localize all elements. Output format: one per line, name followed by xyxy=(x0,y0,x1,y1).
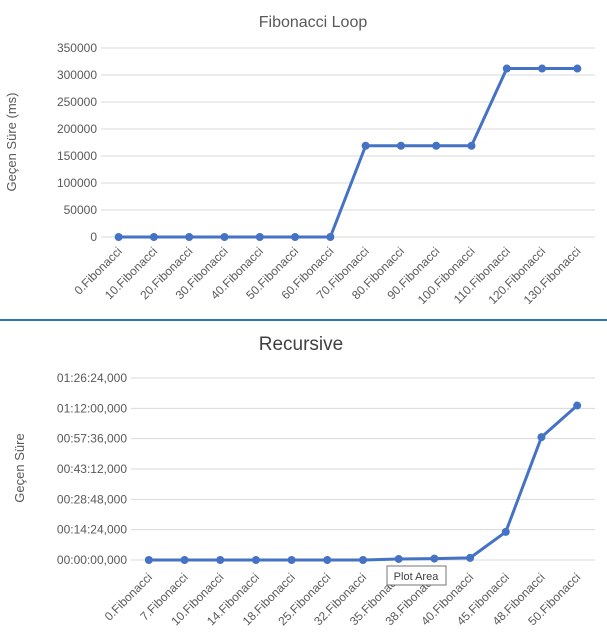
chart1-y-axis-label: Geçen Süre (ms) xyxy=(4,93,19,192)
y-tick-label: 50000 xyxy=(64,203,98,217)
data-point[interactable] xyxy=(180,556,189,564)
fibonacci-loop-chart[interactable]: Fibonacci Loop Geçen Süre (ms) 0 50000 100… xyxy=(4,14,595,307)
data-point[interactable] xyxy=(394,554,403,563)
data-point[interactable] xyxy=(502,64,511,73)
data-point[interactable] xyxy=(287,556,296,564)
y-tick-label: 00:00:00,000 xyxy=(57,553,127,567)
y-tick-label: 00:43:12,000 xyxy=(57,462,127,476)
y-tick-label: 100000 xyxy=(57,176,97,190)
y-tick-label: 0 xyxy=(90,230,97,244)
y-tick-label: 250000 xyxy=(57,95,97,109)
y-tick-label: 00:28:48,000 xyxy=(57,492,127,506)
data-point[interactable] xyxy=(326,233,335,241)
y-tick-label: 01:12:00,000 xyxy=(57,401,127,415)
y-tick-label: 150000 xyxy=(57,149,97,163)
plot-area-tooltip: Plot Area xyxy=(386,565,447,586)
data-point[interactable] xyxy=(430,554,439,563)
data-point[interactable] xyxy=(149,233,158,241)
data-point[interactable] xyxy=(251,556,260,564)
y-tick-label: 200000 xyxy=(57,122,97,136)
data-point[interactable] xyxy=(291,233,300,241)
y-tick-label: 01:26:24,000 xyxy=(57,371,127,385)
data-point[interactable] xyxy=(255,233,264,241)
data-point[interactable] xyxy=(573,401,582,410)
data-point[interactable] xyxy=(361,141,370,150)
data-point[interactable] xyxy=(501,527,510,536)
data-point[interactable] xyxy=(323,556,332,564)
series-line[interactable] xyxy=(118,67,578,239)
chart1-title: Fibonacci Loop xyxy=(259,14,368,31)
data-point[interactable] xyxy=(466,553,475,562)
chart2-y-axis-label: Geçen Süre xyxy=(12,433,27,502)
data-point[interactable] xyxy=(573,64,582,73)
y-tick-label: 300000 xyxy=(57,68,97,82)
chart2-title: Recursive xyxy=(259,334,343,355)
y-tick-label: 00:14:24,000 xyxy=(57,523,127,537)
data-point[interactable] xyxy=(114,233,123,241)
series-line[interactable] xyxy=(148,404,579,562)
data-point[interactable] xyxy=(216,556,225,564)
data-point[interactable] xyxy=(396,141,405,150)
data-point[interactable] xyxy=(144,556,153,564)
data-point[interactable] xyxy=(359,556,367,564)
data-point[interactable] xyxy=(432,141,441,150)
data-point[interactable] xyxy=(537,433,546,442)
data-point[interactable] xyxy=(220,233,229,241)
svg-text:Plot Area: Plot Area xyxy=(394,571,440,583)
recursive-chart[interactable]: Recursive Geçen Süre 00:00:00,000 00:14:2… xyxy=(12,334,595,628)
y-tick-label: 350000 xyxy=(57,41,97,55)
y-tick-label: 00:57:36,000 xyxy=(57,432,127,446)
data-point[interactable] xyxy=(185,233,194,241)
data-point[interactable] xyxy=(538,64,547,73)
data-point[interactable] xyxy=(467,141,476,150)
